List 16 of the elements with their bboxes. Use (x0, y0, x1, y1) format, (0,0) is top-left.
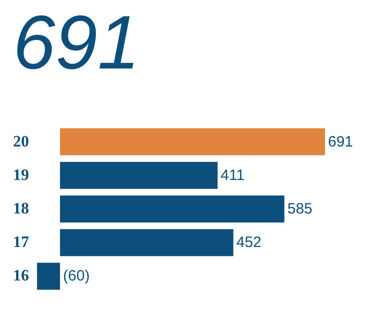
bar (60, 196, 284, 222)
y-tick-label: 16 (13, 268, 29, 285)
data-label: 585 (287, 200, 312, 218)
y-tick-label: 19 (13, 166, 29, 184)
bar (60, 229, 234, 256)
bar (37, 262, 60, 290)
data-label: 452 (236, 234, 262, 252)
y-tick-label: 20 (13, 133, 29, 150)
data-label: (60) (63, 268, 90, 285)
y-tick-label: 17 (13, 234, 29, 252)
data-label: 411 (220, 166, 245, 184)
data-label: 691 (328, 133, 354, 150)
bar (60, 128, 325, 156)
chart-title: 691 (13, 0, 140, 86)
bar (60, 162, 218, 189)
y-tick-label: 18 (13, 200, 29, 218)
